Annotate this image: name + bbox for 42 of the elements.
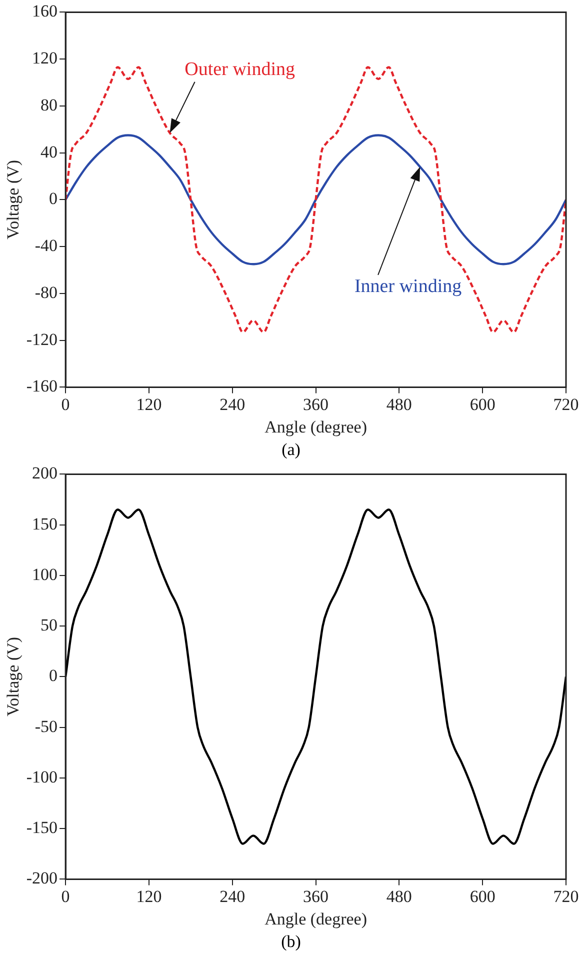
- x-tick-label: 480: [386, 394, 412, 414]
- x-tick-label: 120: [136, 394, 162, 414]
- y-tick-label: 40: [40, 142, 58, 162]
- x-axis-title: Angle (degree): [264, 909, 367, 928]
- series-label: Inner winding: [354, 276, 462, 297]
- y-tick-label: -50: [34, 716, 58, 736]
- y-tick-label: 120: [32, 48, 58, 68]
- y-tick-label: 50: [40, 616, 58, 635]
- y-tick-label: -100: [26, 767, 58, 786]
- y-tick-label: -160: [26, 376, 58, 396]
- y-tick-label: 150: [32, 514, 58, 534]
- y-axis-title: Voltage (V): [4, 160, 23, 240]
- y-tick-label: 200: [32, 464, 58, 483]
- text: (a): [280, 439, 302, 461]
- x-tick-label: 360: [303, 886, 329, 906]
- x-tick-label: 240: [220, 886, 246, 906]
- y-tick-label: -200: [26, 868, 58, 888]
- y-axis-title: Voltage (V): [4, 636, 23, 716]
- x-tick-label: 720: [553, 886, 579, 906]
- x-tick-label: 120: [136, 886, 162, 906]
- y-tick-label: -80: [34, 282, 58, 302]
- y-tick-label: 0: [49, 666, 58, 686]
- x-tick-label: 720: [553, 394, 579, 414]
- x-tick-label: 360: [303, 394, 329, 414]
- x-axis-title: Angle (degree): [264, 417, 367, 436]
- series-label: Outer winding: [184, 58, 296, 80]
- y-tick-label: 100: [32, 564, 58, 584]
- y-tick-label: 0: [49, 189, 58, 208]
- y-tick-label: -40: [34, 236, 58, 256]
- x-tick-label: 600: [470, 394, 496, 414]
- x-tick-label: 0: [61, 394, 70, 414]
- x-tick-label: 0: [61, 886, 70, 906]
- text: (b): [280, 931, 302, 953]
- x-tick-label: 240: [220, 394, 246, 414]
- line-series: [66, 508, 566, 845]
- y-tick-label: 80: [40, 95, 58, 114]
- line-series: [66, 134, 566, 266]
- y-tick-label: 160: [32, 2, 58, 21]
- x-tick-label: 600: [470, 886, 496, 906]
- y-tick-label: -120: [26, 330, 58, 349]
- x-tick-label: 480: [386, 886, 412, 906]
- y-tick-label: -150: [26, 818, 58, 838]
